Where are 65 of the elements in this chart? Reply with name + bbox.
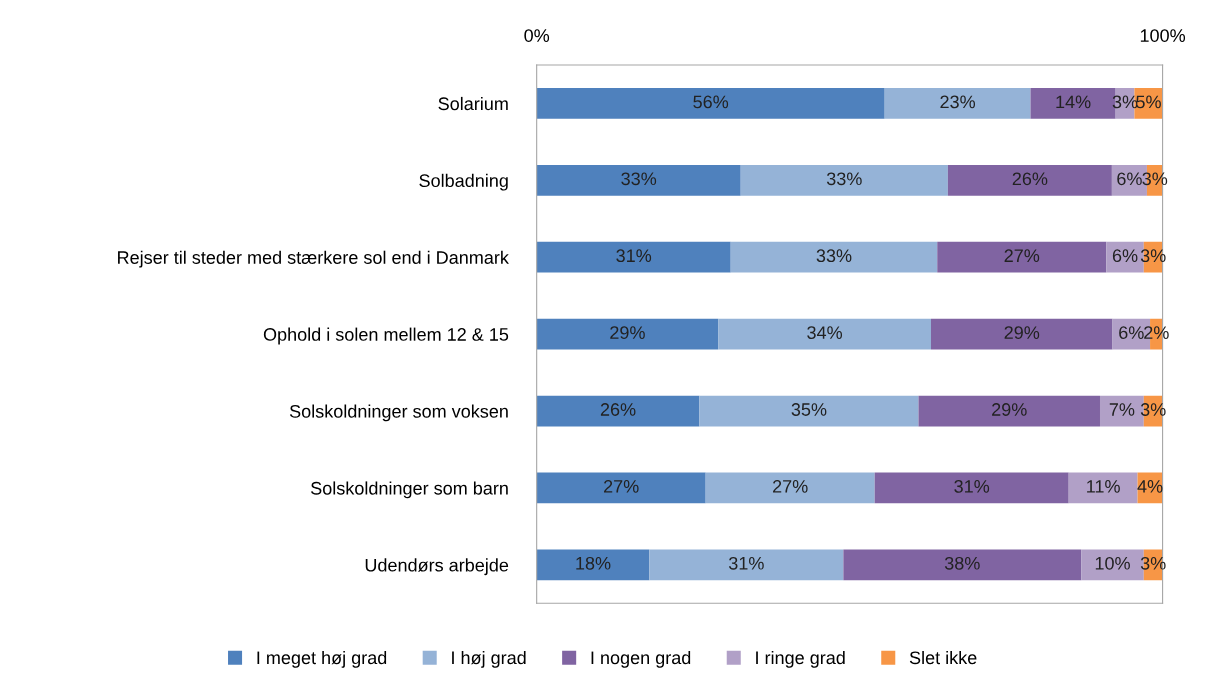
legend-label: Slet ikke bbox=[909, 650, 977, 665]
legend-label: I meget høj grad bbox=[257, 650, 387, 668]
y-tick-label: Udendørs arbejde bbox=[365, 558, 509, 576]
bar bbox=[699, 395, 919, 427]
data-label: 27% bbox=[773, 480, 808, 493]
data-label: 26% bbox=[600, 403, 636, 416]
bar bbox=[536, 164, 741, 196]
data-label: 35% bbox=[791, 403, 827, 416]
bar bbox=[843, 549, 1082, 581]
data-label: 2% bbox=[1144, 326, 1169, 339]
x-tick-label: 0% bbox=[524, 29, 550, 42]
y-tick-label: Ophold i solen mellem 12 & 15 bbox=[263, 327, 509, 345]
data-label: 14% bbox=[1056, 95, 1091, 109]
data-label: 33% bbox=[826, 172, 862, 186]
legend-label: I høj grad bbox=[452, 650, 526, 668]
data-label: 27% bbox=[1004, 249, 1040, 263]
bar bbox=[536, 241, 731, 273]
bar bbox=[536, 318, 719, 350]
bar bbox=[1068, 472, 1138, 504]
data-label: 26% bbox=[1012, 172, 1048, 186]
legend-label: I ringe grad bbox=[756, 650, 845, 668]
data-label: 56% bbox=[693, 95, 729, 109]
data-label: 31% bbox=[728, 556, 764, 570]
data-label: 18% bbox=[576, 556, 611, 570]
bar bbox=[740, 164, 948, 196]
bar bbox=[730, 241, 938, 273]
data-label: 23% bbox=[940, 95, 976, 109]
bar bbox=[536, 395, 700, 427]
bar bbox=[536, 88, 885, 119]
bar bbox=[937, 241, 1107, 273]
bar bbox=[705, 472, 875, 504]
data-label: 31% bbox=[954, 480, 990, 493]
bar bbox=[874, 472, 1069, 504]
bar bbox=[918, 395, 1100, 427]
data-label: 27% bbox=[604, 480, 639, 493]
data-label: 7% bbox=[1109, 403, 1135, 416]
bar bbox=[536, 472, 706, 504]
bar bbox=[884, 88, 1031, 119]
bar bbox=[947, 164, 1112, 196]
data-label: 33% bbox=[816, 249, 852, 263]
data-label: 10% bbox=[1095, 556, 1130, 570]
data-label: 6% bbox=[1119, 326, 1144, 339]
data-label: 31% bbox=[616, 249, 652, 263]
y-tick-label: Solskoldninger som barn bbox=[311, 481, 508, 499]
data-label: 6% bbox=[1112, 249, 1138, 263]
data-label: 34% bbox=[807, 326, 843, 339]
bar bbox=[718, 318, 931, 350]
bar bbox=[649, 549, 844, 581]
legend-label: I nogen grad bbox=[591, 650, 691, 668]
y-tick-label: Rejser til steder med stærkere sol end i Danmark bbox=[118, 250, 509, 268]
data-label: 4% bbox=[1137, 480, 1163, 493]
data-label: 6% bbox=[1117, 172, 1142, 186]
data-label: 5% bbox=[1136, 95, 1161, 109]
bar bbox=[931, 318, 1113, 350]
data-label: 38% bbox=[944, 556, 980, 570]
data-label: 29% bbox=[610, 326, 645, 339]
data-label: 11% bbox=[1087, 480, 1120, 493]
data-label: 33% bbox=[621, 172, 657, 186]
bar bbox=[536, 549, 650, 581]
y-tick-label: Solarium bbox=[438, 96, 508, 111]
data-label: 29% bbox=[992, 403, 1027, 416]
y-tick-label: Solskoldninger som voksen bbox=[289, 404, 508, 422]
x-tick-label: 100% bbox=[1140, 29, 1186, 42]
data-label: 29% bbox=[1004, 326, 1040, 339]
y-tick-label: Solbadning bbox=[419, 173, 508, 191]
